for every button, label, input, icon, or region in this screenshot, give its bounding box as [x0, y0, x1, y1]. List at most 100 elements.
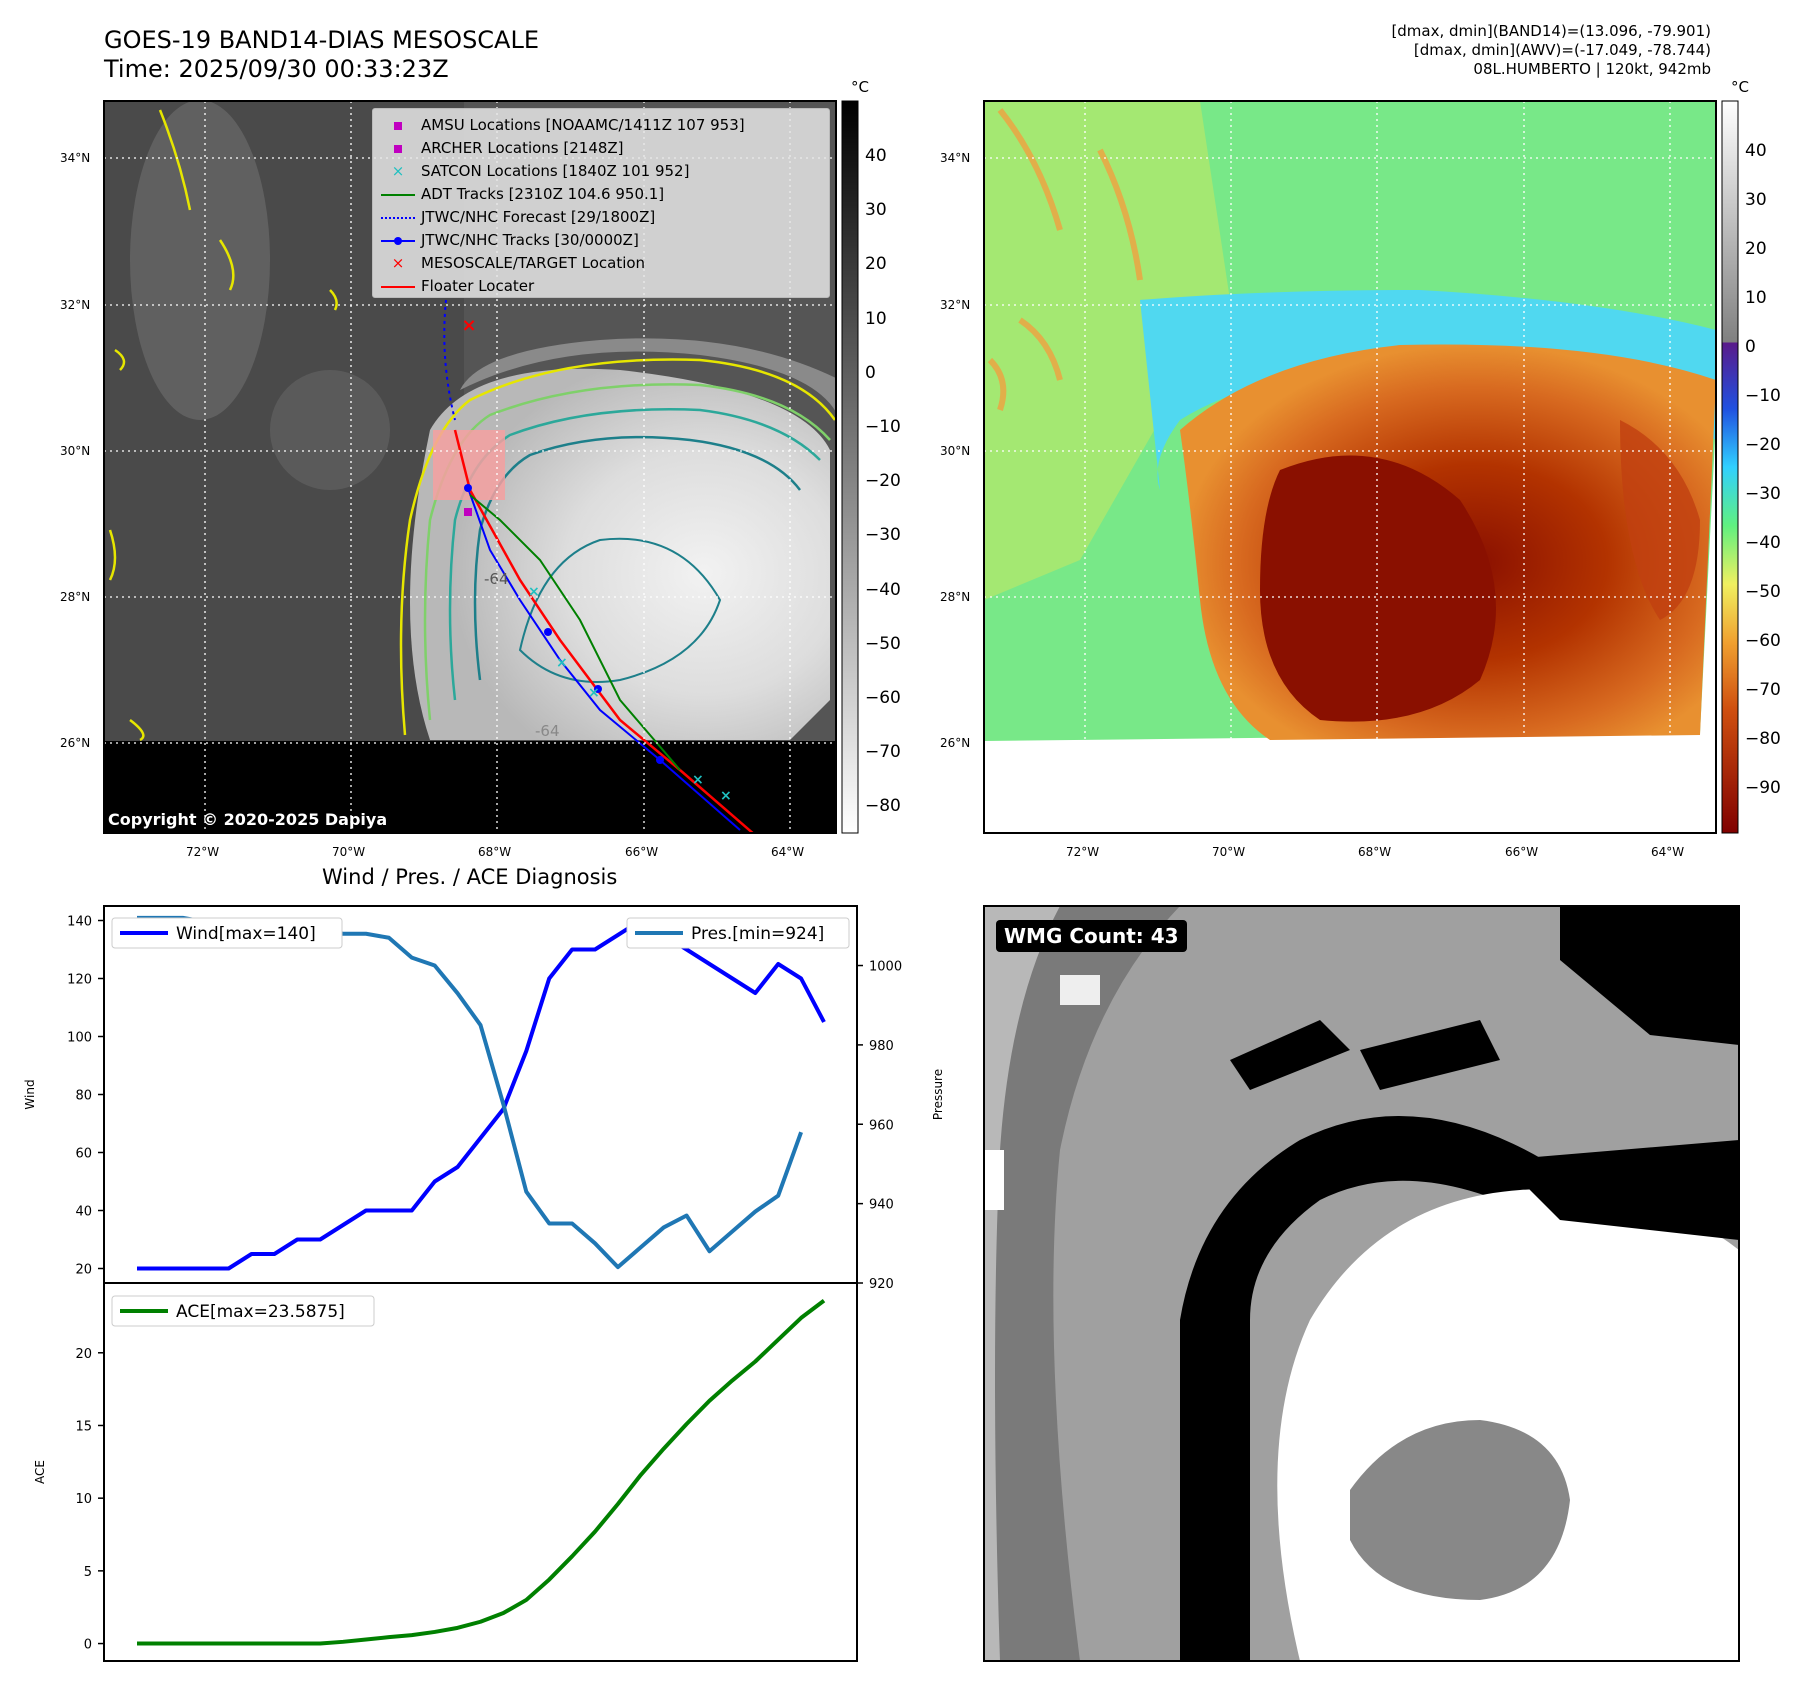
colorbar-tick-label: 0	[1745, 337, 1756, 357]
colorbar-tick-label: −10	[865, 417, 901, 437]
right-lon-label: 68°W	[1358, 845, 1392, 859]
svg-text:×: ×	[720, 788, 732, 804]
right-lon-label: 72°W	[1066, 845, 1100, 859]
right-lat-label: 32°N	[940, 298, 971, 312]
left-lat-label: 26°N	[60, 736, 91, 750]
title-line-1: GOES-19 BAND14-DIAS MESOSCALE	[104, 26, 540, 54]
legend-label: MESOSCALE/TARGET Location	[421, 254, 646, 272]
svg-text:×: ×	[528, 584, 540, 600]
colorbar-tick-label: 10	[865, 308, 887, 329]
info-line-3: 08L.HUMBERTO | 120kt, 942mb	[1473, 60, 1711, 78]
colorbar-tick-label: −40	[865, 579, 901, 600]
wmg-image	[984, 906, 1739, 1661]
info-line-1: [dmax, dmin](BAND14)=(13.096, -79.901)	[1391, 22, 1711, 40]
colorbar-tick-label: −20	[1745, 435, 1781, 455]
legend-marker-icon	[381, 208, 415, 226]
left-lon-label: 66°W	[625, 845, 659, 859]
legend-marker-icon	[381, 277, 415, 295]
diagnosis-chart: 20 40 60 80 100 120 140 920 940 960 980 1000 0 5 10 15 2…	[23, 905, 945, 1662]
legend-marker-icon	[381, 185, 415, 203]
ace-series-line	[137, 1299, 826, 1646]
wind-tick-label: 120	[67, 973, 92, 988]
wind-tick-label: 60	[75, 1147, 92, 1162]
colorbar-tick-label: 40	[1745, 141, 1767, 161]
svg-text:×: ×	[588, 685, 600, 701]
pressure-tick-label: 960	[869, 1118, 894, 1133]
right-colorbar	[1721, 100, 1739, 834]
right-lon-label: 70°W	[1212, 845, 1246, 859]
right-lon-label: 66°W	[1505, 845, 1539, 859]
colorbar-tick-label: −10	[1745, 386, 1781, 406]
legend-marker-icon: ×	[391, 254, 405, 272]
left-lon-label: 72°W	[186, 845, 220, 859]
legend-item: Floater Locater	[381, 276, 534, 296]
right-map-image	[984, 101, 1716, 833]
legend-label: JTWC/NHC Forecast [29/1800Z]	[421, 208, 656, 226]
left-map-image: × × × × × × -64 -64	[104, 101, 836, 833]
legend-marker-icon	[381, 231, 415, 249]
ace-axis-label: ACE	[33, 1460, 47, 1484]
wmg-count-badge: WMG Count: 43	[996, 920, 1187, 952]
legend-marker-icon: ×	[391, 162, 405, 180]
left-colorbar-unit: °C	[851, 78, 869, 96]
pressure-axis-label: Pressure	[931, 1069, 945, 1120]
legend-label: Floater Locater	[421, 277, 535, 295]
legend-label: AMSU Locations [NOAAMC/1411Z 107 953]	[421, 116, 745, 134]
colorbar-tick-label: 10	[1745, 288, 1767, 308]
legend-marker-icon	[381, 116, 415, 134]
figure-title: GOES-19 BAND14-DIAS MESOSCALE Time: 2025…	[104, 26, 539, 84]
colorbar-tick-label: −50	[1745, 582, 1781, 602]
svg-text:×: ×	[461, 315, 476, 336]
right-lat-label: 30°N	[940, 444, 971, 458]
legend-label: ARCHER Locations [2148Z]	[421, 139, 624, 157]
colorbar-tick-label: −40	[1745, 533, 1781, 553]
right-lon-label: 64°W	[1651, 845, 1685, 859]
title-line-2: Time: 2025/09/30 00:33:23Z	[104, 55, 449, 83]
wind-legend-box	[111, 917, 343, 949]
colorbar-tick-label: −50	[865, 633, 901, 654]
wind-axis-label: Wind	[23, 1079, 37, 1109]
left-lat-label: 32°N	[60, 298, 91, 312]
ace-legend-label: ACE[max=23.5875]	[176, 1302, 345, 1322]
left-lat-label: 34°N	[60, 151, 91, 165]
legend-item: ADT Tracks [2310Z 104.6 950.1]	[381, 184, 664, 204]
colorbar-tick-label: 30	[1745, 190, 1767, 210]
colorbar-tick-label: 40	[865, 146, 887, 166]
contour-label: -64	[535, 722, 560, 740]
legend-marker-icon	[381, 139, 415, 157]
colorbar-tick-label: 30	[865, 200, 887, 221]
right-lat-label: 28°N	[940, 590, 971, 604]
wind-tick-label: 80	[75, 1089, 92, 1104]
legend-item: ARCHER Locations [2148Z]	[381, 138, 624, 158]
right-lat-label: 26°N	[940, 736, 971, 750]
pressure-tick-label: 940	[869, 1198, 894, 1213]
colorbar-tick-label: −60	[865, 688, 901, 708]
pressure-legend-label: Pres.[min=924]	[691, 924, 824, 944]
lower-plot-frame	[103, 1282, 858, 1662]
wind-legend-label: Wind[max=140]	[176, 924, 316, 944]
colorbar-tick-label: −80	[1745, 729, 1781, 749]
info-block: [dmax, dmin](BAND14)=(13.096, -79.901) […	[1391, 22, 1711, 79]
wind-tick-label: 140	[67, 915, 92, 930]
wind-series-line	[137, 918, 826, 1271]
legend-item: AMSU Locations [NOAAMC/1411Z 107 953]	[381, 115, 745, 135]
left-map-legend: AMSU Locations [NOAAMC/1411Z 107 953] ARC…	[372, 108, 830, 298]
wind-tick-label: 20	[75, 1263, 92, 1278]
right-colorbar-unit: °C	[1731, 78, 1749, 96]
left-colorbar	[841, 100, 859, 834]
colorbar-tick-label: 20	[865, 254, 887, 275]
colorbar-tick-label: 20	[1745, 239, 1767, 259]
upper-plot-frame	[103, 905, 858, 1284]
colorbar-tick-label: −30	[1745, 484, 1781, 504]
ace-tick-label: 20	[75, 1347, 92, 1362]
pressure-tick-label: 980	[869, 1039, 894, 1054]
wind-tick-label: 100	[67, 1031, 92, 1046]
pressure-series-line	[137, 915, 803, 1270]
colorbar-tick-label: −70	[1745, 680, 1781, 700]
copyright-text: Copyright © 2020-2025 Dapiya	[108, 810, 388, 829]
right-lat-label: 34°N	[940, 151, 971, 165]
ace-tick-label: 5	[84, 1565, 92, 1580]
ace-legend-box	[111, 1295, 375, 1327]
legend-item: JTWC/NHC Tracks [30/0000Z]	[381, 230, 639, 250]
